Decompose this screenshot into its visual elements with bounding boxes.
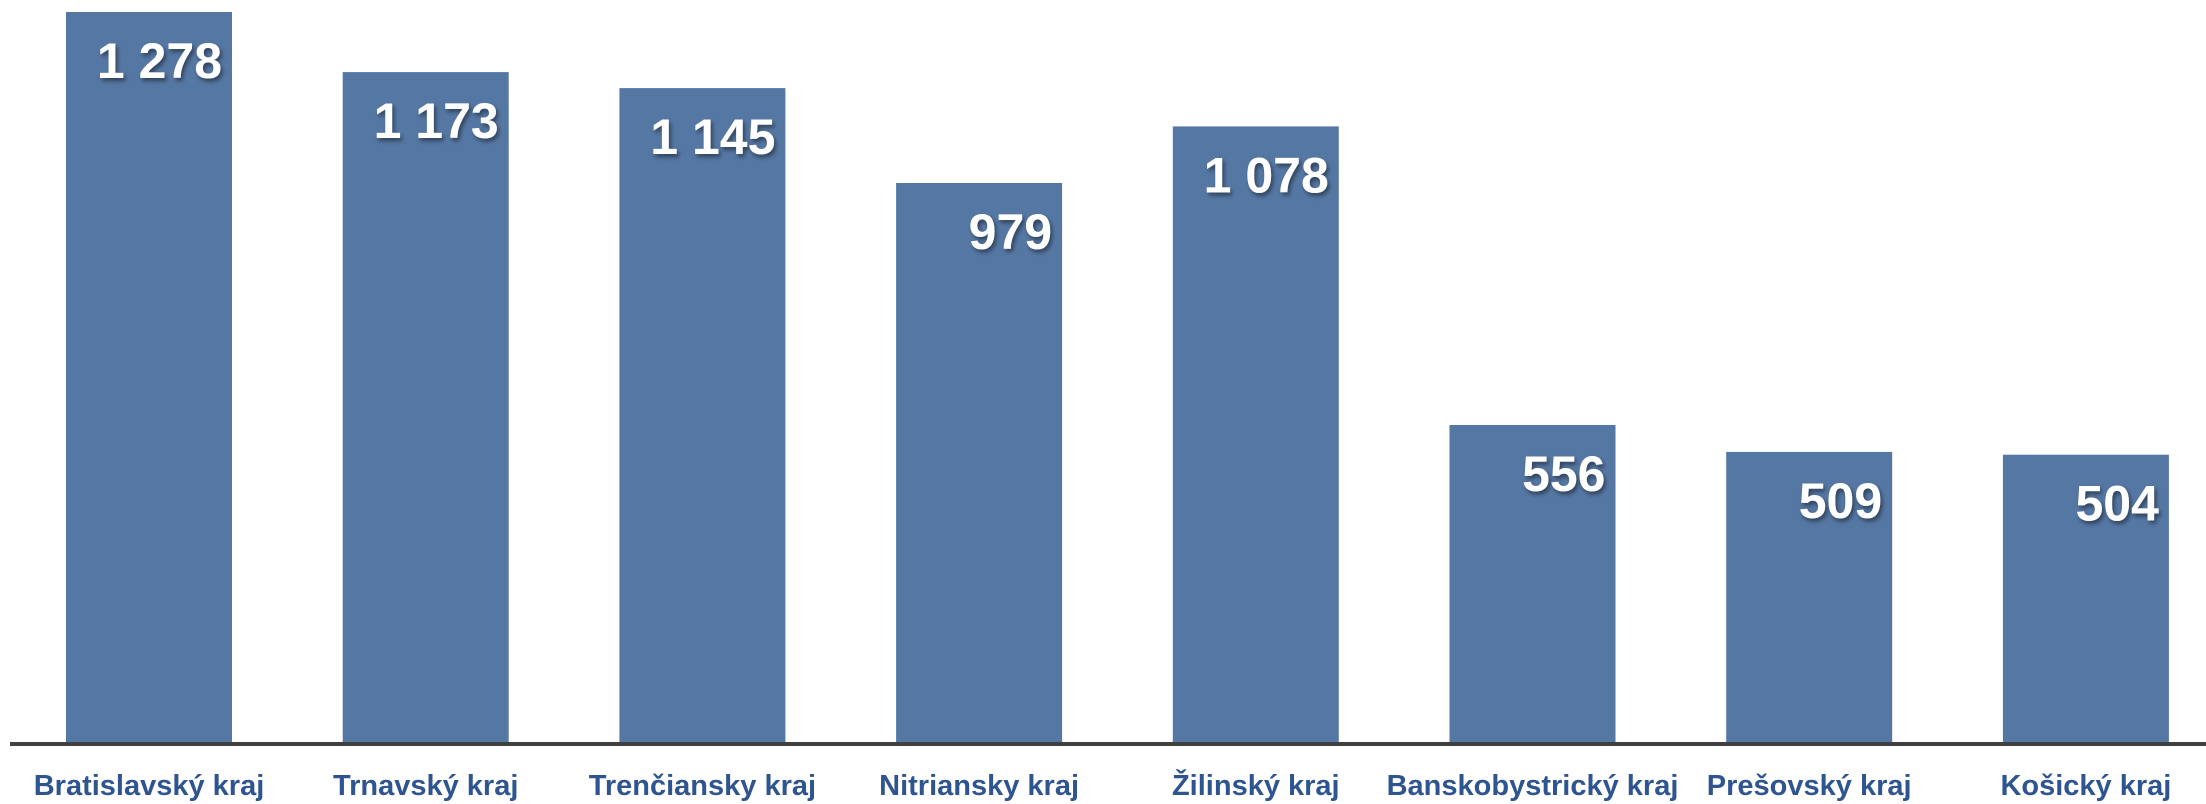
bar-4 [1172, 126, 1339, 743]
category-label-4: Žilinský kraj [1172, 768, 1340, 802]
value-labels-group: 1 278 1 173 1 145 979 1 078 556 509 504 [97, 33, 2159, 532]
value-label-6: 509 [1799, 473, 1882, 529]
category-label-2: Trenčiansky kraj [589, 770, 816, 802]
category-label-5: Banskobystrický kraj [1387, 770, 1679, 802]
bars-group [66, 12, 2169, 744]
category-label-0: Bratislavský kraj [34, 770, 265, 802]
value-label-0: 1 278 [97, 33, 222, 89]
value-label-3: 979 [969, 204, 1052, 260]
bar-7 [2002, 454, 2169, 743]
value-label-4: 1 078 [1204, 147, 1329, 203]
bar-0 [66, 12, 232, 743]
bar-1 [342, 72, 509, 744]
category-label-3: Nitriansky kraj [879, 770, 1079, 802]
bar-2 [619, 88, 786, 744]
bar-5 [1449, 425, 1616, 743]
value-label-1: 1 173 [374, 93, 499, 149]
category-labels-group: Bratislavský kraj Trnavský kraj Trenčiansk… [34, 768, 2172, 802]
bar-6 [1726, 451, 1893, 743]
bar-3 [896, 183, 1063, 743]
value-label-2: 1 145 [650, 109, 775, 165]
category-label-6: Prešovský kraj [1707, 770, 1912, 802]
value-label-5: 556 [1522, 446, 1605, 502]
value-label-7: 504 [2075, 476, 2159, 532]
category-label-1: Trnavský kraj [333, 770, 518, 802]
category-label-7: Košický kraj [2000, 770, 2171, 802]
